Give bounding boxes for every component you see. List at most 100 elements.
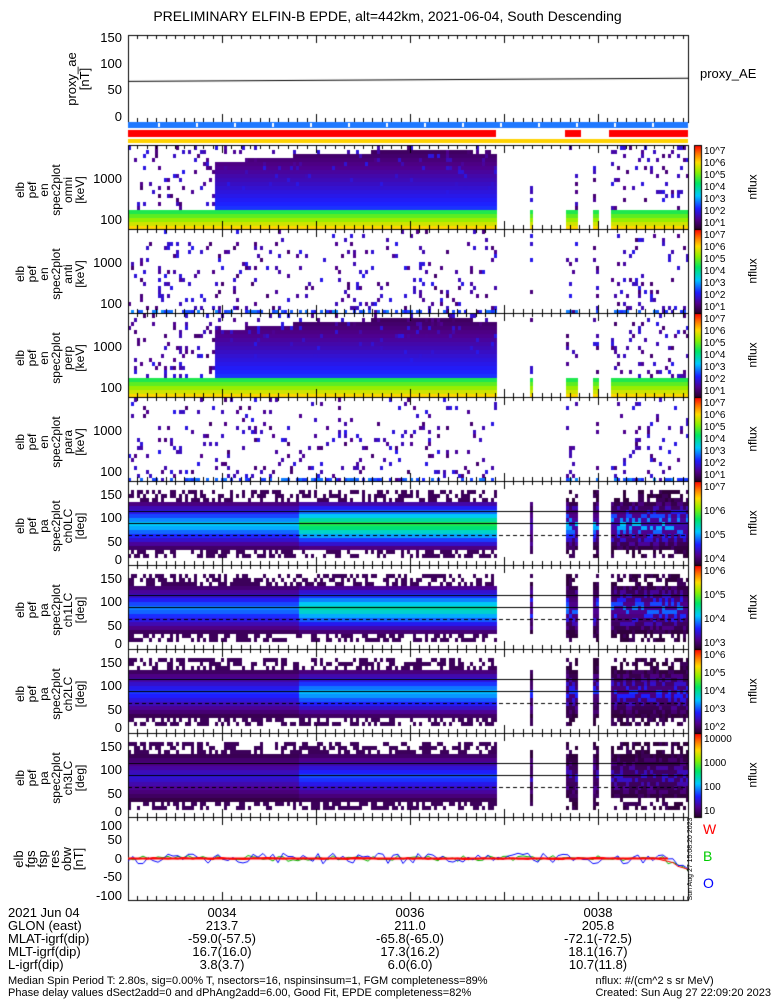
mlat-value: -72.1(-72.5) [564,931,632,946]
colorbar-tick: 10^7 [704,398,726,409]
y-tick: 50 [107,831,122,847]
mlt-value: 18.1(16.7) [568,944,628,959]
y-tick: 100 [100,211,122,227]
footer-column-0036: 0036 211.0 -65.8(-65.0) 17.3(16.2) 6.0(6.0) [340,906,480,971]
footer-meta: nflux: #/(cm^2 s sr MeV) Created: Sun Au… [595,975,771,999]
note-spin-period: Median Spin Period T: 2.80s, sig=0.00% T… [8,975,488,987]
y-axis-label-ch1LC: elb pef pa spec2plot ch1LC [deg] [13,584,87,636]
colorbar-tick: 10^4 [704,266,726,277]
colorbar-tick: 10^5 [704,422,726,433]
y-tick: 0 [114,552,122,567]
colorbar-tick: 100 [704,782,721,793]
colorbar-label: nflux [745,762,760,788]
colorbar-tick: 10^3 [704,446,726,457]
mlt-value: 17.3(16.2) [380,944,440,959]
colorbar-tick: 10^7 [704,314,726,325]
colorbar-tick: 10^2 [704,206,726,217]
colorbar-tick: 10^7 [704,230,726,241]
y-axis-label-ch0LC: elb pef pa spec2plot ch0LC [deg] [13,500,87,552]
colorbar-tick: 10^1 [704,386,726,397]
colorbar-tick: 10^3 [704,362,726,373]
y-tick: 100 [100,463,122,479]
colorbar-label: nflux [745,594,760,620]
created-stamp: Created: Sun Aug 27 22:09:20 2023 [595,987,771,999]
footer-column-0038: 0038 205.8 -72.1(-72.5) 18.1(16.7) 10.7(11.8… [528,906,668,971]
footer-notes: Median Spin Period T: 2.80s, sig=0.00% T… [8,975,488,999]
colorbar-tick: 10^6 [704,242,726,253]
y-tick: 0 [114,636,122,651]
colorbar-label: nflux [745,174,760,200]
units-note: nflux: #/(cm^2 s sr MeV) [595,975,714,987]
y-tick: 1000 [93,171,122,187]
colorbar-tick: 10^6 [704,158,726,169]
legend-b: B [703,848,713,864]
y-axis-label-ch2LC: elb pef pa spec2plot ch2LC [deg] [13,668,87,720]
colorbar-tick: 10^2 [704,290,726,301]
y-tick: -100 [95,888,122,904]
colorbar-label: nflux [745,426,760,452]
y-tick: 100 [100,56,122,71]
colorbar-tick: 10^3 [704,638,726,649]
y-tick: 50 [107,785,122,801]
y-tick: 1000 [93,423,122,439]
colorbar-tick: 10^1 [704,218,726,229]
colorbar-tick: 10^5 [704,254,726,265]
l-value: 3.8(3.7) [199,957,245,972]
y-axis-label-ch3LC: elb pef pa spec2plot ch3LC [deg] [13,752,87,804]
y-tick: 0 [114,108,122,124]
colorbar-tick: 10^2 [704,458,726,469]
y-tick: 150 [100,487,122,502]
y-tick: 0 [114,720,122,735]
colorbar-label: nflux [745,510,760,536]
colorbar-tick: 10^5 [704,170,726,181]
l-value: 10.7(11.8) [568,957,628,972]
colorbar-tick: 10^3 [704,704,726,715]
y-tick: 150 [100,655,122,670]
mlat-value: -65.8(-65.0) [376,931,444,946]
note-phase-delay: Phase delay values dSect2add=0 and dPhAn… [8,987,472,999]
y-axis-label-omni: elb pef en spec2plot omni [keV] [13,164,87,216]
y-axis-label-para: elb pef en spec2plot para [keV] [13,416,87,468]
time-tick: 0036 [395,905,425,920]
colorbar-tick: 10^5 [704,668,726,679]
y-tick: 100 [100,594,122,610]
side-stamp: Sun Aug 27 15:08:20 2023 [687,817,694,901]
colorbar-tick: 10^4 [704,182,726,193]
y-tick: 50 [107,82,122,98]
colorbar-tick: 10^5 [704,590,726,601]
colorbar-tick: 10^5 [704,338,726,349]
colorbar-tick: 10^1 [704,470,726,481]
colorbar-tick: 10^4 [704,554,726,565]
y-axis-label-fgs: elb fgs fsp res obw [nT] [11,847,86,871]
glon-value: 205.8 [581,918,615,933]
mlat-value: -59.0(-57.5) [188,931,256,946]
time-tick: 0038 [583,905,613,920]
colorbar-tick: 10 [704,806,716,817]
colorbar-label: nflux [745,342,760,368]
y-tick: 50 [107,617,122,633]
glon-value: 211.0 [394,918,426,933]
y-tick: 150 [100,739,122,754]
y-tick: 1000 [93,339,122,355]
y-tick: 100 [100,379,122,395]
y-tick: 150 [100,571,122,586]
colorbar-tick: 1000 [704,758,727,769]
y-tick: 100 [100,762,122,778]
colorbar-tick: 10^6 [704,326,726,337]
time-tick: 0034 [207,905,237,920]
colorbar-tick: 10^6 [704,410,726,421]
colorbar-tick: 10^7 [704,482,726,493]
y-tick: 50 [107,533,122,549]
colorbar-tick: 10^6 [704,650,726,661]
y-tick: -50 [103,869,122,885]
y-tick: 50 [107,701,122,717]
glon-value: 213.7 [205,918,239,933]
y-axis-label: proxy_ae [nT] [64,52,92,106]
colorbar-tick: 10^3 [704,278,726,289]
footer-column-0034: 0034 213.7 -59.0(-57.5) 16.7(16.0) 3.8(3.7) [152,906,292,971]
y-tick: 100 [100,510,122,526]
colorbar-label: nflux [745,258,760,284]
y-tick: 100 [100,678,122,694]
y-axis-label-anti: elb pef en spec2plot anti [keV] [13,248,87,300]
proxy-ae-legend: proxy_AE [700,66,757,81]
